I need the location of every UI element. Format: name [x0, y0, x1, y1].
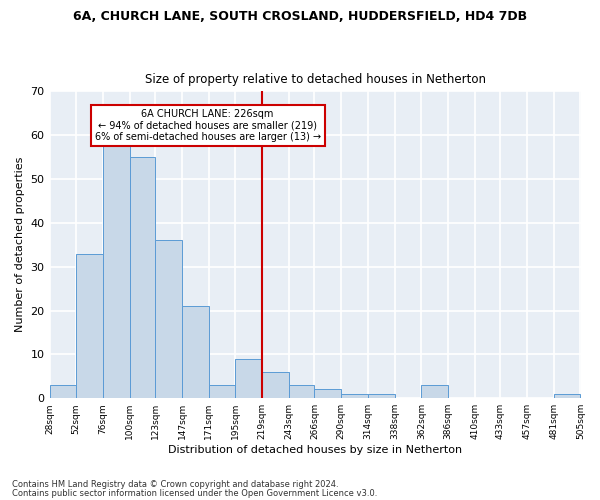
- Bar: [103, 144, 130, 398]
- Text: Contains HM Land Registry data © Crown copyright and database right 2024.: Contains HM Land Registry data © Crown c…: [12, 480, 338, 489]
- Bar: [262, 372, 289, 398]
- Bar: [289, 385, 314, 398]
- Text: 6A, CHURCH LANE, SOUTH CROSLAND, HUDDERSFIELD, HD4 7DB: 6A, CHURCH LANE, SOUTH CROSLAND, HUDDERS…: [73, 10, 527, 23]
- Y-axis label: Number of detached properties: Number of detached properties: [15, 157, 25, 332]
- Bar: [368, 394, 395, 398]
- Bar: [421, 385, 448, 398]
- Bar: [209, 385, 235, 398]
- Text: Contains public sector information licensed under the Open Government Licence v3: Contains public sector information licen…: [12, 489, 377, 498]
- Bar: [341, 394, 368, 398]
- Bar: [235, 359, 262, 398]
- Text: 6A CHURCH LANE: 226sqm
← 94% of detached houses are smaller (219)
6% of semi-det: 6A CHURCH LANE: 226sqm ← 94% of detached…: [95, 109, 320, 142]
- Bar: [130, 157, 155, 398]
- Bar: [182, 306, 209, 398]
- Bar: [76, 254, 103, 398]
- Title: Size of property relative to detached houses in Netherton: Size of property relative to detached ho…: [145, 73, 485, 86]
- Bar: [155, 240, 182, 398]
- Bar: [554, 394, 580, 398]
- X-axis label: Distribution of detached houses by size in Netherton: Distribution of detached houses by size …: [168, 445, 462, 455]
- Bar: [314, 390, 341, 398]
- Bar: [50, 385, 76, 398]
